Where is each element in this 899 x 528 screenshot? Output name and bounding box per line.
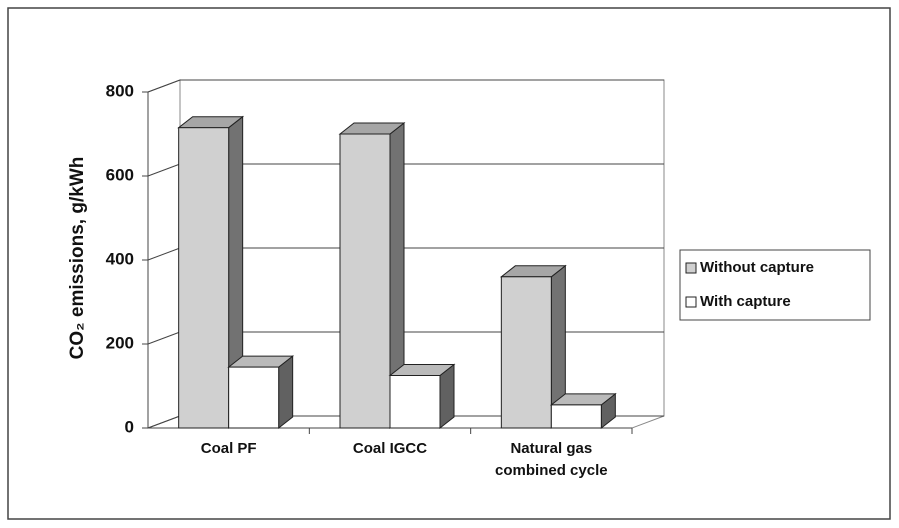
bar — [550, 404, 602, 429]
bar-group — [549, 392, 617, 430]
grid-line-side — [147, 331, 181, 345]
bar — [228, 366, 280, 429]
bar — [178, 127, 230, 429]
y-axis-label: CO₂ emissions, g/kWh — [67, 157, 88, 360]
y-tick-label: 200 — [106, 333, 134, 352]
legend-label: Without capture — [700, 259, 814, 276]
grid-line-side — [147, 415, 181, 429]
grid-line-side — [147, 247, 181, 261]
y-tick-label: 400 — [106, 249, 134, 268]
legend-swatch — [685, 262, 697, 274]
y-tick-label: 600 — [106, 165, 134, 184]
bar-group — [388, 363, 456, 430]
y-tick-label: 800 — [106, 81, 134, 100]
x-tick-label: Coal IGCC — [352, 440, 428, 457]
x-tick-label: Coal PF — [200, 440, 257, 457]
bar-group — [499, 264, 567, 430]
x-tick-label: Natural gas combined cycle — [495, 440, 608, 479]
bar-group — [227, 355, 295, 430]
bar — [389, 375, 441, 429]
legend-swatch — [685, 296, 697, 308]
legend-label: With capture — [700, 293, 791, 310]
legend-box — [679, 249, 871, 321]
bar-side — [278, 355, 294, 430]
bar — [500, 276, 552, 429]
bar — [339, 133, 391, 429]
bar-group — [177, 115, 245, 430]
grid-line-side — [147, 163, 181, 177]
bar-group — [338, 121, 406, 430]
grid-line-side — [147, 79, 181, 93]
y-tick-label: 0 — [125, 417, 134, 436]
